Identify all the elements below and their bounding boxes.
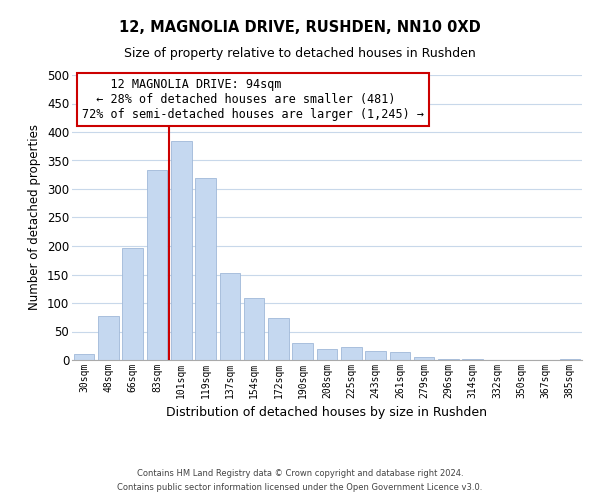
Bar <box>341 347 362 360</box>
Bar <box>195 178 216 360</box>
Bar <box>122 248 143 360</box>
Bar <box>146 170 167 360</box>
Bar <box>414 357 434 360</box>
Text: 12, MAGNOLIA DRIVE, RUSHDEN, NN10 0XD: 12, MAGNOLIA DRIVE, RUSHDEN, NN10 0XD <box>119 20 481 35</box>
Bar <box>244 298 265 360</box>
Text: Contains public sector information licensed under the Open Government Licence v3: Contains public sector information licen… <box>118 484 482 492</box>
Bar <box>365 352 386 360</box>
Bar <box>171 140 191 360</box>
Bar <box>292 343 313 360</box>
X-axis label: Distribution of detached houses by size in Rushden: Distribution of detached houses by size … <box>167 406 487 420</box>
Text: Size of property relative to detached houses in Rushden: Size of property relative to detached ho… <box>124 48 476 60</box>
Text: 12 MAGNOLIA DRIVE: 94sqm
  ← 28% of detached houses are smaller (481)
72% of sem: 12 MAGNOLIA DRIVE: 94sqm ← 28% of detach… <box>82 78 424 121</box>
Bar <box>317 348 337 360</box>
Bar <box>74 354 94 360</box>
Bar <box>389 352 410 360</box>
Bar <box>438 359 459 360</box>
Bar <box>220 274 240 360</box>
Bar <box>98 316 119 360</box>
Text: Contains HM Land Registry data © Crown copyright and database right 2024.: Contains HM Land Registry data © Crown c… <box>137 468 463 477</box>
Y-axis label: Number of detached properties: Number of detached properties <box>28 124 41 310</box>
Bar <box>268 318 289 360</box>
